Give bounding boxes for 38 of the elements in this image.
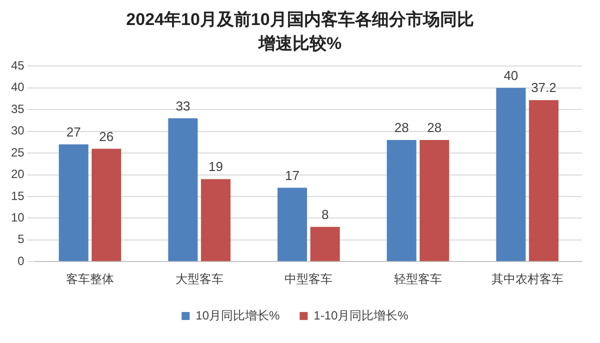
y-tick-label: 35 [10,102,25,116]
x-tick-label: 大型客车 [175,272,224,286]
data-label: 40 [504,68,518,83]
y-tick-label: 40 [10,80,25,94]
data-label: 26 [99,128,114,144]
x-tick-label: 客车整体 [66,272,114,286]
bar [200,179,231,262]
y-tick-label: 15 [10,188,25,203]
legend-label: 1-10月同比增长% [314,308,409,322]
x-tick-label: 中型客车 [284,272,333,286]
y-tick-label: 45 [10,58,25,73]
chart-title: 2024年10月及前10月国内客车各细分市场同比增速比较% [125,9,475,55]
y-tick-label: 10 [10,210,25,224]
bar [168,118,198,262]
legend-label: 10月同比增长% [196,308,280,322]
data-label: 37.2 [531,80,556,96]
data-label: 8 [321,206,329,222]
x-tick-label: 其中农村客车 [491,272,564,286]
y-tick-label: 5 [18,232,25,246]
bar [58,144,88,262]
x-tick-label: 轻型客车 [394,272,442,286]
data-label: 19 [208,159,223,174]
bar [528,100,558,262]
y-tick-label: 30 [10,124,25,138]
bar [420,140,450,262]
bar [496,88,526,262]
data-label: 28 [394,120,409,136]
y-tick-label: 0 [18,254,25,268]
bar [92,148,122,262]
data-label: 27 [66,124,81,140]
y-tick-label: 20 [10,167,25,182]
bar [310,226,340,262]
data-label: 17 [285,168,300,183]
bar [278,188,308,262]
data-label: 28 [427,120,442,136]
y-tick-label: 25 [10,145,25,160]
bar [386,140,416,262]
data-label: 33 [176,98,190,114]
